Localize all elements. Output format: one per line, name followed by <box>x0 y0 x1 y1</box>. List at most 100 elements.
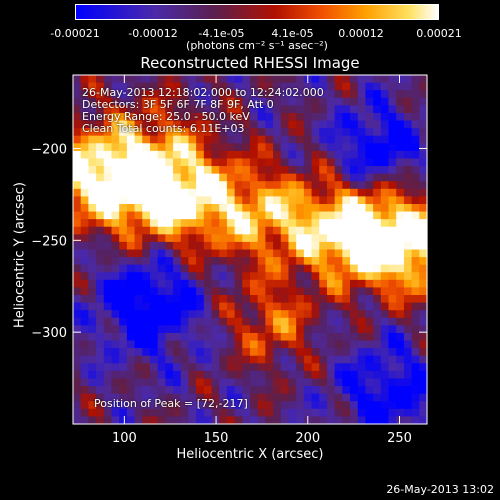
heatmap-cell <box>157 386 166 395</box>
heatmap-cell <box>126 166 136 175</box>
heatmap-cell <box>219 295 228 304</box>
heatmap-cell <box>80 264 89 273</box>
heatmap-cell <box>265 416 274 425</box>
heatmap-cell <box>273 219 282 228</box>
heatmap-cell <box>126 416 136 425</box>
peak-position-label: Position of Peak = [72,-217] <box>94 397 248 410</box>
heatmap-cell <box>334 105 343 114</box>
heatmap-cell <box>357 355 367 364</box>
heatmap-cell <box>226 82 236 91</box>
heatmap-cell <box>226 386 236 395</box>
heatmap-cell <box>180 325 190 334</box>
heatmap-cell <box>73 370 82 380</box>
heatmap-cell <box>157 340 166 349</box>
heatmap-cell <box>388 211 397 220</box>
heatmap-cell <box>326 234 336 243</box>
heatmap-cell <box>342 378 351 387</box>
heatmap-cell <box>326 82 336 91</box>
heatmap-cell <box>380 120 390 129</box>
heatmap-cell <box>411 378 420 387</box>
heatmap-cell <box>265 150 274 160</box>
heatmap-cell <box>411 90 420 99</box>
heatmap-cell <box>211 325 220 334</box>
heatmap-cell <box>134 143 143 152</box>
heatmap-cell <box>419 150 428 160</box>
heatmap-cell <box>111 75 120 84</box>
heatmap-cell <box>119 158 128 167</box>
heatmap-cell <box>288 393 297 402</box>
heatmap-cell <box>319 112 328 122</box>
heatmap-cell <box>234 143 243 152</box>
heatmap-cell <box>180 287 190 296</box>
heatmap-cell <box>211 82 220 91</box>
heatmap-cell <box>350 355 359 364</box>
heatmap-cell <box>403 219 413 228</box>
heatmap-cell <box>303 150 313 160</box>
heatmap-cell <box>296 386 305 395</box>
heatmap-cell <box>73 340 82 349</box>
heatmap-cell <box>288 75 297 84</box>
heatmap-cell <box>373 310 382 319</box>
heatmap-cell <box>365 90 374 99</box>
heatmap-cell <box>203 401 213 410</box>
heatmap-cell <box>273 272 282 281</box>
heatmap-cell <box>273 82 282 91</box>
heatmap-cell <box>342 340 351 349</box>
heatmap-cell <box>188 211 197 220</box>
heatmap-cell <box>196 340 205 349</box>
heatmap-cell <box>173 279 182 289</box>
heatmap-cell <box>196 332 205 342</box>
heatmap-cell <box>88 166 97 175</box>
heatmap-cell <box>157 249 166 258</box>
heatmap-cell <box>373 241 382 251</box>
heatmap-cell <box>211 166 220 175</box>
heatmap-cell <box>250 325 259 334</box>
heatmap-cell <box>157 97 166 106</box>
heatmap-cell <box>257 196 266 205</box>
heatmap-cell <box>149 150 159 160</box>
heatmap-cell <box>250 203 259 213</box>
heatmap-cell <box>411 302 420 311</box>
heatmap-cell <box>350 348 359 357</box>
heatmap-cell <box>196 264 205 273</box>
heatmap-cell <box>403 386 413 395</box>
heatmap-cell <box>326 241 336 251</box>
heatmap-cell <box>334 378 343 387</box>
heatmap-cell <box>380 272 390 281</box>
heatmap-cell <box>211 105 220 114</box>
heatmap-cell <box>173 363 182 372</box>
heatmap-cell <box>365 378 374 387</box>
heatmap-cell <box>396 325 405 334</box>
heatmap-cell <box>149 393 159 402</box>
heatmap-cell <box>149 120 159 129</box>
heatmap-cell <box>80 363 89 372</box>
heatmap-cell <box>350 211 359 220</box>
heatmap-cell <box>350 196 359 205</box>
heatmap-cell <box>380 173 390 182</box>
heatmap-cell <box>319 295 328 304</box>
heatmap-cell <box>219 279 228 289</box>
heatmap-cell <box>350 82 359 91</box>
heatmap-cell <box>380 401 390 410</box>
heatmap-cell <box>265 188 274 197</box>
heatmap-cell <box>196 166 205 175</box>
heatmap-cell <box>411 257 420 266</box>
heatmap-cell <box>342 219 351 228</box>
heatmap-cell <box>380 386 390 395</box>
heatmap-cell <box>80 332 89 342</box>
heatmap-cell <box>265 219 274 228</box>
heatmap-cell <box>326 135 336 144</box>
heatmap-cell <box>211 97 220 106</box>
heatmap-cell <box>250 401 259 410</box>
heatmap-cell <box>234 378 243 387</box>
heatmap-cell <box>365 401 374 410</box>
heatmap-cell <box>288 348 297 357</box>
heatmap-cell <box>388 340 397 349</box>
heatmap-cell <box>111 158 120 167</box>
heatmap-cell <box>211 348 220 357</box>
heatmap-cell <box>411 75 420 84</box>
heatmap-cell <box>242 75 251 84</box>
heatmap-cell <box>342 317 351 326</box>
heatmap-cell <box>396 279 405 289</box>
heatmap-cell <box>242 332 251 342</box>
